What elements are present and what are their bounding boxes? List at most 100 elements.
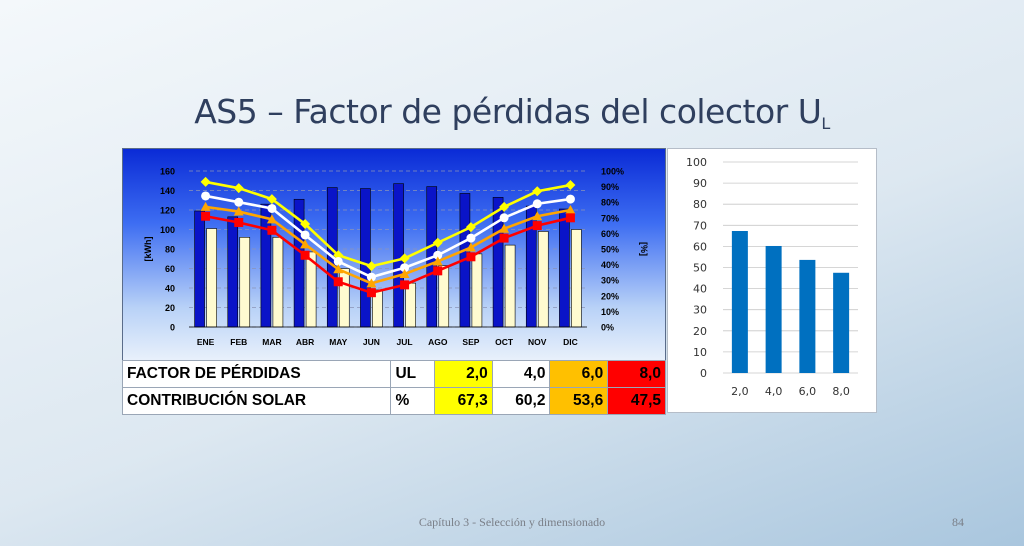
- point: [400, 280, 410, 290]
- bar: [360, 188, 371, 328]
- y-tick-label: 40: [165, 284, 175, 294]
- point: [399, 268, 410, 278]
- point: [565, 180, 576, 191]
- point: [300, 239, 311, 249]
- y2-tick-label: 70%: [601, 213, 619, 223]
- x-tick-label: NOV: [528, 337, 547, 347]
- series-line: [205, 194, 571, 279]
- point: [333, 264, 344, 274]
- point: [366, 288, 376, 298]
- point: [465, 222, 476, 233]
- y-tick-label: 10: [693, 346, 707, 359]
- bar: [194, 210, 205, 328]
- loss-factor-value: 2,0: [434, 360, 493, 388]
- x-tick-label: 4,0: [765, 385, 783, 398]
- solar-contribution-value: 60,2: [491, 387, 551, 415]
- y2-tick-label: 30%: [601, 276, 619, 286]
- y-tick-label: 90: [693, 177, 707, 190]
- point: [267, 203, 277, 213]
- y-tick-label: 80: [693, 198, 707, 211]
- x-tick-label: MAY: [329, 337, 347, 347]
- point: [399, 253, 410, 264]
- point: [532, 199, 542, 209]
- y-axis-title: [kWh]: [143, 237, 153, 262]
- point: [499, 201, 510, 212]
- loss-factor-row: FACTOR DE PÉRDIDAS UL 2,0 4,0 6,0 8,0: [121, 360, 666, 388]
- x-tick-label: ENE: [197, 337, 215, 347]
- title-main: AS5 – Factor de pérdidas del colector U: [194, 92, 822, 131]
- y-tick-label: 100: [686, 156, 707, 169]
- y-tick-label: 120: [160, 206, 175, 216]
- y-tick-label: 100: [160, 225, 175, 235]
- point: [532, 221, 542, 231]
- x-tick-label: JUN: [363, 337, 380, 347]
- point: [499, 213, 509, 223]
- x-tick-label: 8,0: [832, 385, 850, 398]
- footer-text: Capítulo 3 - Selección y dimensionado: [418, 515, 606, 529]
- point: [565, 194, 575, 204]
- y-tick-label: 40: [693, 283, 707, 296]
- point: [200, 201, 211, 211]
- x-tick-label: DIC: [563, 337, 578, 347]
- point: [366, 278, 377, 288]
- monthly-chart-panel: 0 20 40 60 80 100 120 140 160 0% 10% 20% 30% 40% 50% 60…: [122, 148, 666, 362]
- x-tick-label: MAR: [262, 337, 281, 347]
- solar-contribution-chart: 0 10 20 30 40 50 60 70 80 90 100 2,0 4,0 6,0 8,0: [686, 156, 858, 398]
- bar: [206, 228, 217, 328]
- point: [532, 211, 543, 221]
- y-tick-label: 20: [693, 325, 707, 338]
- point: [466, 233, 476, 243]
- point: [465, 242, 476, 252]
- x-tick-label: JUL: [397, 337, 413, 347]
- bar: [393, 183, 404, 328]
- y-tick-label: 160: [160, 167, 175, 177]
- point: [266, 194, 277, 205]
- y-tick-label: 0: [170, 323, 175, 333]
- point: [300, 230, 310, 240]
- point: [300, 219, 311, 230]
- solar-contribution-label: CONTRIBUCIÓN SOLAR: [121, 387, 392, 415]
- x-tick-label: 6,0: [799, 385, 817, 398]
- y-tick-label: 0: [700, 367, 707, 380]
- point: [565, 213, 575, 223]
- y-tick-label: 30: [693, 304, 707, 317]
- title-subscript: L: [821, 114, 830, 133]
- point: [300, 250, 310, 260]
- solar-contribution-unit: %: [390, 387, 435, 415]
- y-tick-label: 70: [693, 219, 707, 232]
- point: [565, 205, 576, 214]
- point: [333, 256, 343, 266]
- bar: [537, 231, 549, 328]
- point: [433, 250, 443, 260]
- bar: [272, 237, 284, 328]
- solar-contribution-value: 47,5: [607, 387, 666, 415]
- x-tick-label: AGO: [428, 337, 448, 347]
- point: [233, 206, 244, 216]
- y-tick-label: 140: [160, 186, 175, 196]
- y2-tick-label: 80%: [601, 198, 619, 208]
- y2-tick-label: 60%: [601, 229, 619, 239]
- y2-tick-label: 50%: [601, 245, 619, 255]
- point: [201, 191, 211, 201]
- loss-factor-value: 8,0: [607, 360, 666, 388]
- point: [499, 233, 509, 243]
- point: [234, 217, 244, 227]
- point: [432, 256, 443, 266]
- point: [499, 223, 510, 233]
- series-line: [205, 205, 571, 285]
- point: [201, 211, 211, 221]
- contribution-chart-panel: 0 10 20 30 40 50 60 70 80 90 100 2,0 4,0 6,0 8,0: [667, 148, 877, 413]
- bar: [833, 272, 850, 373]
- y-tick-label: 50: [693, 262, 707, 275]
- point: [432, 237, 443, 248]
- point: [366, 261, 377, 272]
- point: [532, 186, 543, 197]
- x-tick-label: ABR: [296, 337, 314, 347]
- bar: [504, 244, 516, 328]
- y2-axis-title: [%]: [639, 242, 649, 256]
- solar-contribution-value: 53,6: [549, 387, 609, 415]
- solar-contribution-row: CONTRIBUCIÓN SOLAR % 67,3 60,2 53,6 47,5: [121, 387, 666, 415]
- point: [200, 176, 211, 187]
- y2-tick-label: 40%: [601, 260, 619, 270]
- point: [366, 272, 376, 282]
